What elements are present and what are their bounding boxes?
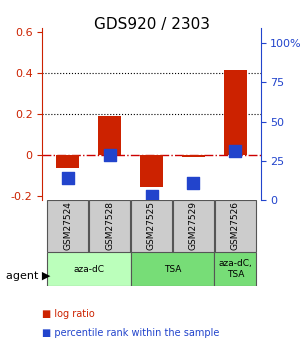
- FancyBboxPatch shape: [48, 200, 88, 252]
- Text: ■ log ratio: ■ log ratio: [42, 309, 95, 319]
- FancyBboxPatch shape: [132, 200, 171, 252]
- Point: [191, 180, 196, 186]
- Point: [107, 152, 112, 157]
- Bar: [182, 155, 205, 157]
- Bar: [56, 155, 79, 168]
- Text: GDS920 / 2303: GDS920 / 2303: [94, 17, 209, 32]
- Text: GSM27526: GSM27526: [231, 201, 240, 250]
- FancyBboxPatch shape: [131, 252, 215, 286]
- Point: [149, 194, 154, 199]
- Text: TSA: TSA: [164, 265, 181, 274]
- Bar: [140, 155, 163, 187]
- Point: [233, 148, 238, 154]
- Point: [65, 175, 70, 181]
- Text: GSM27525: GSM27525: [147, 201, 156, 250]
- Text: aza-dC: aza-dC: [73, 265, 104, 274]
- Text: GSM27529: GSM27529: [189, 201, 198, 250]
- FancyBboxPatch shape: [215, 200, 255, 252]
- Text: ■ percentile rank within the sample: ■ percentile rank within the sample: [42, 328, 220, 338]
- Text: GSM27524: GSM27524: [63, 201, 72, 250]
- Bar: [224, 70, 247, 155]
- FancyBboxPatch shape: [47, 252, 131, 286]
- Bar: [98, 116, 121, 155]
- Text: aza-dC,
TSA: aza-dC, TSA: [218, 259, 252, 279]
- FancyBboxPatch shape: [89, 200, 130, 252]
- FancyBboxPatch shape: [173, 200, 214, 252]
- Text: agent ▶: agent ▶: [6, 271, 50, 281]
- FancyBboxPatch shape: [215, 252, 256, 286]
- Text: GSM27528: GSM27528: [105, 201, 114, 250]
